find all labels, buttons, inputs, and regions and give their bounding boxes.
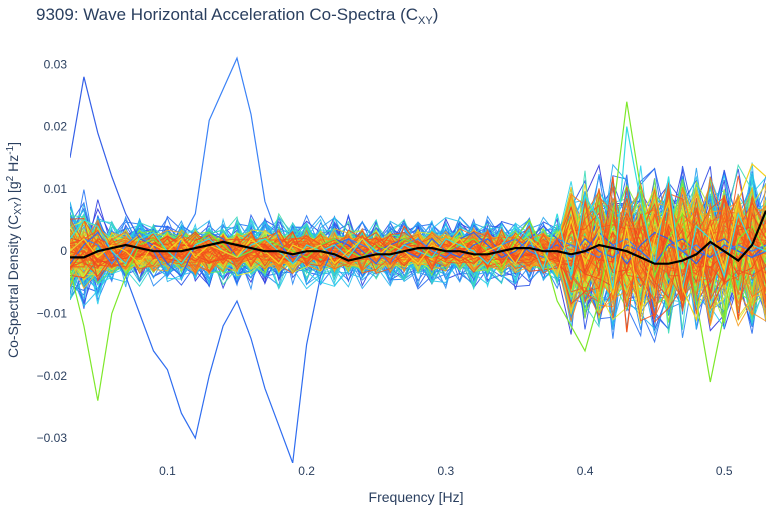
x-tick-label: 0.3 (437, 464, 454, 478)
chart-title: 9309: Wave Horizontal Acceleration Co-Sp… (36, 5, 438, 27)
y-tick-label: −0.01 (37, 307, 68, 321)
mean-spectrum-line (70, 210, 766, 265)
y-axis-title-d: ] (5, 142, 21, 146)
y-axis: −0.03 −0.02 −0.01 0 0.01 0.02 0.03 (37, 57, 766, 445)
spectrum-line (70, 176, 766, 333)
y-tick-label: 0 (60, 244, 67, 258)
spectrum-line (70, 231, 766, 463)
y-tick-label: 0.02 (44, 120, 68, 134)
y-axis-title-c: Hz (5, 155, 21, 176)
x-tick-label: 0.5 (716, 464, 733, 478)
chart-title-suffix: ) (433, 5, 439, 24)
y-axis-title: Co-Spectral Density (CXY) [g2 Hz-1] (5, 142, 24, 358)
spectrum-line (70, 162, 766, 322)
x-tick-label: 0.4 (577, 464, 594, 478)
chart-title-main: 9309: Wave Horizontal Acceleration Co-Sp… (36, 5, 418, 24)
y-tick-label: 0.01 (44, 182, 68, 196)
x-tick-label: 0.2 (298, 464, 315, 478)
chart-title-subscript: XY (418, 15, 433, 27)
background-spectrum-line (70, 198, 766, 322)
x-tick-label: 0.1 (159, 464, 176, 478)
y-axis-title-b: ) [g (5, 181, 21, 201)
x-axis-title: Frequency [Hz] (369, 489, 464, 505)
highlighted-spectra (70, 56, 766, 463)
y-axis-title-a: Co-Spectral Density (C (5, 215, 21, 358)
spectrum-line (70, 126, 766, 289)
y-axis-title-sup1: 2 (5, 175, 16, 181)
mean-spectrum (70, 210, 766, 265)
y-axis-title-sub: XY (13, 201, 24, 215)
y-tick-label: 0.03 (44, 57, 68, 71)
y-tick-label: −0.02 (37, 369, 68, 383)
series-layer (70, 56, 766, 463)
x-axis: 0.1 0.2 0.3 0.4 0.5 (159, 464, 733, 478)
y-axis-title-sup2: -1 (5, 145, 16, 154)
y-tick-label: −0.03 (37, 431, 68, 445)
